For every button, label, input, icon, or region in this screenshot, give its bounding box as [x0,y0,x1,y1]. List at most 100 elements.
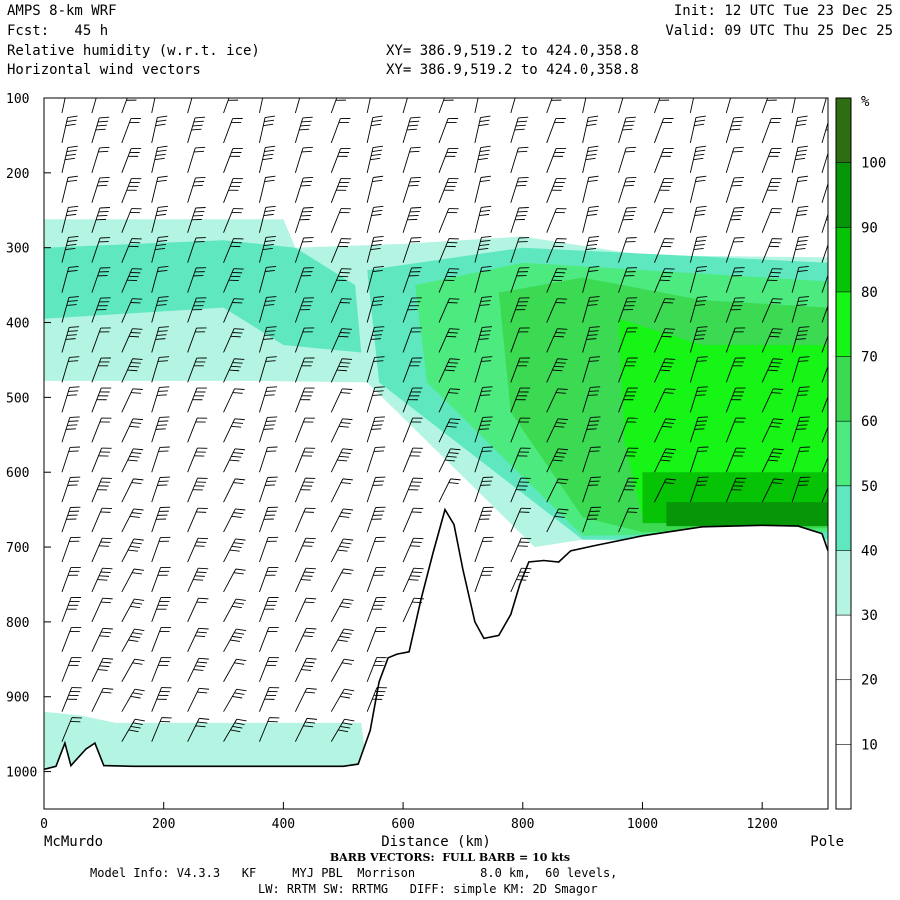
wind-barb [546,238,567,263]
wind-barb [366,687,387,712]
y-tick-label: 500 [6,391,29,406]
wind-barb [223,238,244,263]
wind-barb [294,297,315,323]
wind-barb [187,477,208,503]
field-title-wind: Horizontal wind vectors [7,62,201,78]
wind-barb [91,146,110,173]
wind-barb [654,328,676,353]
y-tick-label: 400 [6,317,29,332]
wind-barb [689,476,709,503]
wind-barb [618,297,638,323]
x-tick-label: 600 [391,817,414,832]
wind-barb [618,207,637,233]
wind-barb [294,567,316,593]
wind-barb [618,387,638,413]
wind-barb [121,718,145,742]
wind-barb [402,567,424,593]
wind-barb [438,328,460,353]
wind-barb [791,386,810,413]
wind-barb [821,395,828,413]
wind-barb [761,208,782,233]
wind-barb [187,146,206,173]
wind-barb [546,358,568,383]
wind-barb [510,176,529,203]
wind-barb [330,448,353,473]
wind-barb [91,507,113,533]
wind-barb [582,235,600,263]
wind-barb [61,356,80,383]
wind-barb [223,688,247,712]
wind-barb [689,235,707,263]
wind-barb [61,205,79,233]
wind-barb [546,118,566,144]
wind-barb [259,98,264,114]
wind-barb [791,175,809,203]
wind-barb [330,148,351,174]
wind-barb [438,418,461,443]
wind-barb [330,508,354,533]
wind-barb [791,326,810,353]
wind-barb [438,118,459,144]
colorbar-swatch [836,291,851,357]
wind-barb [294,657,317,682]
wind-barb [121,508,144,533]
wind-barb [294,477,316,503]
wind-barb [366,446,386,473]
wind-barb [91,447,112,473]
wind-barb [223,718,247,742]
wind-barb [510,207,529,233]
wind-barb [330,358,353,383]
wind-barb [223,598,246,623]
wind-barb [151,536,171,563]
wind-barb [654,298,675,323]
wind-barb [402,237,422,263]
wind-barb [654,208,675,233]
wind-barb [725,327,746,353]
wind-barb [223,328,245,353]
wind-barb [689,98,694,114]
wind-barb [294,717,317,742]
wind-barb [474,416,493,443]
wind-barb [223,448,245,473]
colorbar-tick-label: 40 [861,543,878,559]
wind-barb [294,627,317,653]
wind-barb [121,568,144,593]
wind-barb [259,356,277,383]
wind-barb [91,297,111,323]
y-tick-label: 200 [6,167,29,182]
wind-barb [259,566,279,593]
wind-barb [582,326,600,353]
wind-barb [330,268,352,293]
wind-barb [791,296,810,323]
wind-barb [510,297,530,323]
wind-barb [121,658,145,682]
wind-barb [223,538,246,563]
wind-barb [510,417,531,443]
model-info: Model Info: V4.3.3 KF MYJ PBL Morrison 8… [90,866,618,880]
wind-barb [91,237,111,263]
wind-barb [402,98,408,114]
wind-barb [151,98,156,114]
wind-barb [151,416,170,443]
wind-barb [582,446,601,473]
wind-barb [761,238,783,263]
wind-barb [582,205,599,233]
colorbar-swatch [836,421,851,486]
wind-barb [259,536,279,563]
wind-barb [546,298,568,323]
wind-barb [294,146,313,173]
wind-barb [259,657,279,682]
wind-barb [366,266,384,293]
wind-barb [294,176,314,203]
colorbar-swatch [836,162,851,228]
wind-barb [61,657,82,682]
wind-barb [151,476,170,503]
wind-barb [294,507,316,533]
wind-barb [187,297,207,323]
physics-info: LW: RRTM SW: RRTMG DIFF: simple KM: 2D S… [258,882,598,896]
wind-barb [546,418,568,443]
wind-barb [330,568,354,593]
wind-barb [474,386,493,413]
wind-barb [91,327,111,353]
wind-barb [791,145,808,173]
